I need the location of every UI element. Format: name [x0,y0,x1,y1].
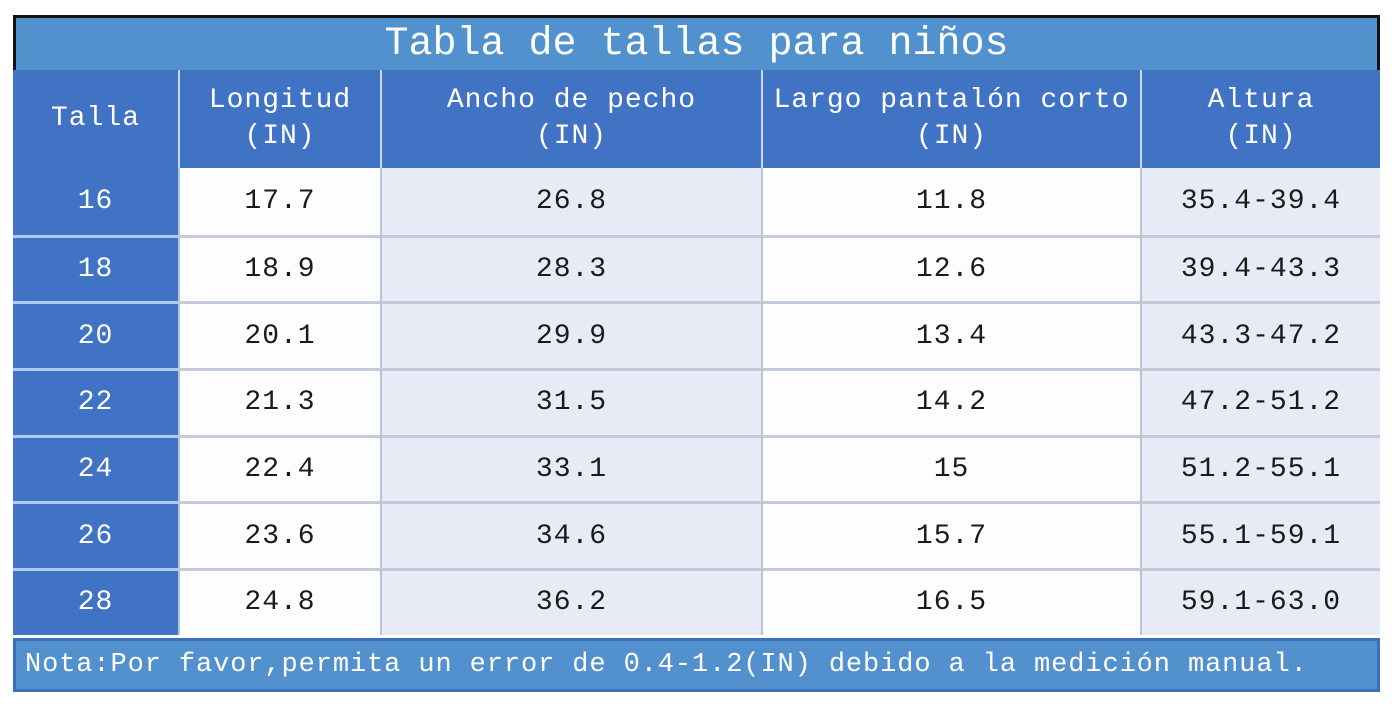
value-cell: 13.4 [761,301,1140,369]
value-cell: 22.4 [178,434,380,502]
note-text: Nota:Por favor,permita un error de 0.4-1… [25,649,1308,680]
value-cell: 34.6 [380,501,761,569]
column-label: Talla [50,103,140,134]
value-cell: 20.1 [178,301,380,369]
column-label: Altura [1207,85,1315,116]
value-cell: 24.8 [178,568,380,635]
column-unit: (IN) [915,121,988,152]
value-cell: 18.9 [178,234,380,302]
note-bar: Nota:Por favor,permita un error de 0.4-1… [13,637,1380,692]
column-label: Largo pantalón corto [773,85,1130,116]
column-unit: (IN) [1225,121,1297,152]
value-cell: 15 [761,434,1140,502]
table-row: 18 18.9 28.3 12.6 39.4-43.3 [13,234,1380,302]
value-cell: 51.2-55.1 [1140,434,1380,502]
value-cell: 55.1-59.1 [1140,501,1380,569]
value-cell: 43.3-47.2 [1140,301,1380,369]
size-cell: 24 [13,434,178,502]
value-cell: 35.4-39.4 [1140,168,1380,235]
table-row: 24 22.4 33.1 15 51.2-55.1 [13,434,1380,502]
size-cell: 22 [13,368,178,435]
value-cell: 17.7 [178,168,380,235]
table-row: 26 23.6 34.6 15.7 55.1-59.1 [13,501,1380,569]
size-cell: 20 [13,301,178,369]
table-body: 16 17.7 26.8 11.8 35.4-39.4 18 18.9 28.3 12.6 39.… [13,168,1380,635]
table-row: 20 20.1 29.9 13.4 43.3-47.2 [13,301,1380,369]
column-header-ancho-de-pecho: Ancho de pecho (IN) [380,70,761,168]
column-label: Longitud [208,85,352,116]
value-cell: 26.8 [380,168,761,235]
value-cell: 36.2 [380,568,761,635]
column-header-longitud: Longitud (IN) [178,70,380,168]
value-cell: 59.1-63.0 [1140,568,1380,635]
value-cell: 28.3 [380,234,761,302]
value-cell: 33.1 [380,434,761,502]
size-chart-table: Tabla de tallas para niños Talla Longitud… [13,15,1380,692]
value-cell: 15.7 [761,501,1140,569]
value-cell: 14.2 [761,368,1140,435]
column-unit: (IN) [244,121,316,152]
size-cell: 26 [13,501,178,569]
value-cell: 16.5 [761,568,1140,635]
column-unit: (IN) [535,121,608,152]
value-cell: 21.3 [178,368,380,435]
table-title: Tabla de tallas para niños [384,21,1009,67]
value-cell: 47.2-51.2 [1140,368,1380,435]
column-header-largo-pantal-n-corto: Largo pantalón corto (IN) [761,70,1140,168]
column-header-talla: Talla [13,70,178,168]
table-row: 28 24.8 36.2 16.5 59.1-63.0 [13,568,1380,635]
table-row: 22 21.3 31.5 14.2 47.2-51.2 [13,368,1380,435]
value-cell: 31.5 [380,368,761,435]
size-cell: 28 [13,568,178,635]
value-cell: 29.9 [380,301,761,369]
size-cell: 18 [13,234,178,302]
column-label: Ancho de pecho [446,85,697,116]
value-cell: 39.4-43.3 [1140,234,1380,302]
table-row: 16 17.7 26.8 11.8 35.4-39.4 [13,168,1380,235]
table-header-row: Talla Longitud (IN) Ancho de pecho (IN) Largo… [13,70,1380,168]
size-cell: 16 [13,168,178,235]
table-title-bar: Tabla de tallas para niños [13,15,1380,70]
value-cell: 11.8 [761,168,1140,235]
column-header-altura: Altura (IN) [1140,70,1380,168]
value-cell: 12.6 [761,234,1140,302]
value-cell: 23.6 [178,501,380,569]
